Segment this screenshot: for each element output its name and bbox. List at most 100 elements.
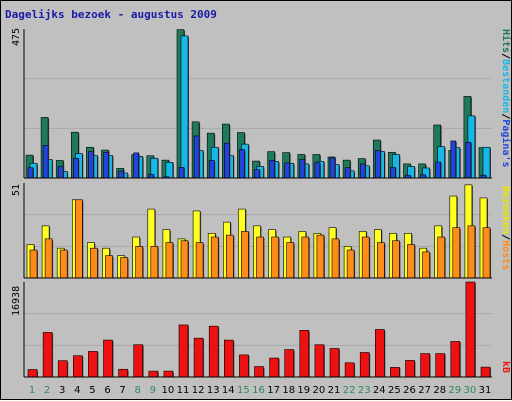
bar-paginas-day-16 xyxy=(255,170,260,178)
bar-paginas-day-14 xyxy=(224,143,229,178)
bar-kb-day-12 xyxy=(194,338,203,377)
bar-hosts-day-10 xyxy=(166,243,173,278)
bar-hosts-day-26 xyxy=(408,244,415,278)
bar-hosts-day-23 xyxy=(362,237,369,278)
bar-kb-day-3 xyxy=(58,361,67,377)
bar-paginas-day-1 xyxy=(28,168,33,178)
legend-hosts: Hosts xyxy=(500,240,511,270)
bar-bestanden-day-10 xyxy=(166,162,173,178)
bar-kb-day-11 xyxy=(179,325,188,377)
bar-paginas-day-22 xyxy=(345,168,350,178)
bar-hosts-day-28 xyxy=(438,237,445,278)
day-label-12: 12 xyxy=(192,385,205,396)
bar-paginas-day-25 xyxy=(390,167,395,178)
day-label-20: 20 xyxy=(313,385,326,396)
day-label-3: 3 xyxy=(59,385,65,396)
bar-hosts-day-20 xyxy=(317,235,324,278)
bar-hosts-day-14 xyxy=(226,235,233,278)
day-label-31: 31 xyxy=(479,385,492,396)
bar-hosts-day-16 xyxy=(257,237,264,278)
bar-kb-day-31 xyxy=(481,367,490,377)
bar-kb-day-20 xyxy=(315,345,324,377)
bar-kb-day-1 xyxy=(28,370,37,377)
bar-hosts-day-11 xyxy=(181,241,188,278)
day-label-29: 29 xyxy=(448,385,461,396)
bar-paginas-day-24 xyxy=(375,150,380,178)
day-label-13: 13 xyxy=(207,385,220,396)
middle-panel-ymax-label: 51 xyxy=(11,184,22,196)
top-panel-ymax-label: 475 xyxy=(11,28,22,46)
bar-paginas-day-9 xyxy=(149,175,154,178)
bar-kb-day-23 xyxy=(360,352,369,377)
bar-hosts-day-18 xyxy=(287,243,294,278)
bar-paginas-day-8 xyxy=(134,153,139,178)
bar-hosts-day-3 xyxy=(60,250,67,278)
day-label-18: 18 xyxy=(282,385,295,396)
bar-kb-day-22 xyxy=(345,363,354,377)
bar-kb-day-4 xyxy=(73,356,82,377)
day-label-28: 28 xyxy=(433,385,446,396)
legend-bestanden: Bestanden xyxy=(500,59,511,113)
bar-bestanden-day-31 xyxy=(483,147,490,178)
bar-bestanden-day-11 xyxy=(181,36,188,178)
bar-hosts-day-4 xyxy=(75,200,82,278)
bar-paginas-day-18 xyxy=(285,163,290,178)
bar-hosts-day-19 xyxy=(302,237,309,278)
bar-kb-day-28 xyxy=(436,354,445,377)
day-label-16: 16 xyxy=(252,385,265,396)
bar-kb-day-9 xyxy=(149,371,158,377)
day-label-10: 10 xyxy=(162,385,175,396)
day-label-8: 8 xyxy=(135,385,141,396)
bar-kb-day-25 xyxy=(390,367,399,377)
bar-paginas-day-11 xyxy=(179,167,184,178)
bar-paginas-day-30 xyxy=(466,142,471,178)
bar-kb-day-19 xyxy=(300,330,309,377)
day-label-30: 30 xyxy=(464,385,477,396)
bar-kb-day-5 xyxy=(88,351,97,377)
day-label-26: 26 xyxy=(403,385,416,396)
day-label-14: 14 xyxy=(222,385,235,396)
bar-paginas-day-15 xyxy=(239,149,244,178)
bar-hosts-day-2 xyxy=(45,239,52,278)
bar-hosts-day-12 xyxy=(196,243,203,278)
day-label-11: 11 xyxy=(177,385,190,396)
bar-kb-day-14 xyxy=(224,340,233,377)
bar-paginas-day-17 xyxy=(270,160,275,178)
day-label-25: 25 xyxy=(388,385,401,396)
day-label-24: 24 xyxy=(373,385,386,396)
bar-paginas-day-7 xyxy=(119,171,124,178)
bar-paginas-day-3 xyxy=(58,166,63,178)
day-label-23: 23 xyxy=(358,385,371,396)
bar-paginas-day-13 xyxy=(209,160,214,178)
day-label-9: 9 xyxy=(150,385,156,396)
day-label-1: 1 xyxy=(29,385,35,396)
bar-paginas-day-2 xyxy=(43,145,48,178)
bar-kb-day-18 xyxy=(285,350,294,377)
bar-kb-day-6 xyxy=(104,340,113,377)
bar-kb-day-27 xyxy=(421,354,430,377)
bar-hosts-day-9 xyxy=(151,246,158,278)
bar-kb-day-17 xyxy=(270,358,279,377)
middle-panel-legend: Bezoeken/Hosts xyxy=(500,186,511,270)
bar-paginas-day-21 xyxy=(330,158,335,178)
bar-hosts-day-24 xyxy=(377,243,384,278)
day-label-7: 7 xyxy=(119,385,125,396)
bar-kb-day-13 xyxy=(209,326,218,377)
day-label-2: 2 xyxy=(44,385,50,396)
bar-hosts-day-30 xyxy=(468,226,475,278)
bar-kb-day-30 xyxy=(466,282,475,377)
bar-hosts-day-17 xyxy=(272,237,279,278)
bar-paginas-day-29 xyxy=(451,141,456,178)
bar-hosts-day-8 xyxy=(136,246,143,278)
bar-paginas-day-20 xyxy=(315,163,320,178)
bar-hosts-day-13 xyxy=(211,237,218,278)
bar-paginas-day-4 xyxy=(73,158,78,178)
day-label-22: 22 xyxy=(343,385,356,396)
day-label-19: 19 xyxy=(297,385,310,396)
bar-hosts-day-1 xyxy=(30,250,37,278)
bar-kb-day-16 xyxy=(255,367,264,377)
bar-hosts-day-29 xyxy=(453,228,460,278)
bar-hosts-day-21 xyxy=(332,239,339,278)
